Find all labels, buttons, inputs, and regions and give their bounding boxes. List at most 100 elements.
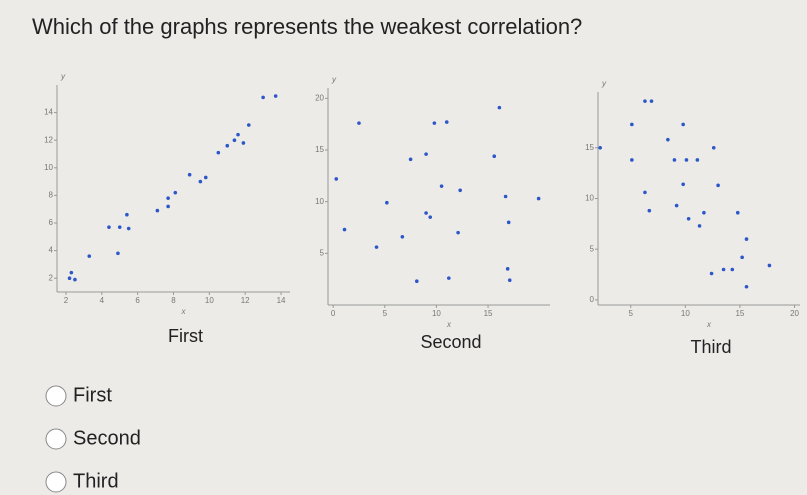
x-tick-label: 15 (735, 309, 744, 318)
x-tick-label: 15 (484, 309, 493, 318)
point (444, 120, 449, 124)
y-tick-label: 8 (49, 191, 54, 200)
point (166, 196, 170, 200)
point (432, 121, 437, 125)
x-tick-label: 4 (100, 296, 105, 305)
point (126, 226, 131, 231)
point (643, 99, 647, 103)
point (740, 255, 744, 260)
y-tick-label: 15 (585, 143, 594, 152)
option[interactable]: Third (45, 470, 119, 493)
y-tick-label: 4 (49, 246, 54, 255)
x-tick-label: 0 (331, 309, 336, 318)
point (203, 175, 208, 180)
y-tick-label: 2 (49, 273, 54, 282)
x-axis-label: x (181, 307, 187, 316)
point (744, 237, 749, 241)
point (735, 210, 740, 215)
y-tick-label: 14 (44, 108, 53, 117)
point (767, 263, 772, 268)
point (702, 210, 706, 215)
point (424, 211, 428, 215)
y-tick-label: 20 (315, 93, 324, 102)
point (67, 276, 72, 281)
point (647, 208, 652, 213)
option[interactable]: First (45, 384, 112, 407)
y-tick-label: 5 (320, 248, 325, 257)
point (643, 190, 647, 195)
y-tick-label: 0 (590, 295, 595, 304)
point (684, 158, 689, 162)
point (666, 137, 670, 142)
point (709, 271, 714, 276)
y-tick-label: 10 (315, 197, 324, 206)
point (598, 145, 602, 150)
point (73, 277, 77, 282)
option-label[interactable]: First (73, 384, 112, 406)
point (447, 276, 451, 280)
point (374, 245, 379, 249)
point (497, 105, 502, 110)
point (507, 278, 512, 283)
chart-title: Third (690, 337, 731, 357)
option[interactable]: Second (45, 427, 141, 450)
y-tick-label: 15 (315, 145, 324, 154)
point (672, 158, 677, 162)
point (246, 123, 251, 127)
x-tick-label: 6 (135, 296, 140, 305)
point (357, 121, 361, 125)
point (334, 177, 339, 181)
point (721, 267, 726, 272)
y-tick-label: 10 (585, 194, 594, 203)
point (155, 208, 160, 213)
x-tick-label: 5 (383, 309, 388, 318)
option-label[interactable]: Second (73, 427, 141, 449)
radio[interactable] (45, 471, 67, 493)
chart-title: First (168, 326, 203, 346)
point (236, 132, 240, 137)
x-tick-label: 8 (171, 296, 176, 305)
point (503, 194, 508, 199)
point (505, 267, 510, 271)
y-tick-label: 6 (49, 218, 54, 227)
point (630, 122, 634, 127)
point (492, 154, 497, 158)
point (681, 122, 685, 127)
point (716, 183, 720, 188)
point (695, 158, 700, 162)
point (69, 270, 74, 275)
radio[interactable] (45, 385, 67, 407)
point (630, 158, 634, 162)
point (408, 157, 413, 162)
point (674, 203, 679, 208)
radio[interactable] (45, 428, 67, 450)
point (428, 215, 433, 219)
point (125, 212, 129, 217)
point (385, 200, 389, 205)
point (458, 188, 462, 193)
point (686, 216, 691, 221)
x-tick-label: 12 (241, 296, 250, 305)
x-tick-label: 20 (790, 309, 799, 318)
point (173, 190, 178, 195)
option-label[interactable]: Third (73, 470, 119, 492)
point (241, 141, 246, 145)
point (439, 184, 444, 188)
point (536, 196, 541, 201)
y-axis-label: y (331, 75, 337, 84)
y-tick-label: 10 (44, 163, 53, 172)
point (273, 94, 278, 98)
point (232, 138, 237, 142)
point (107, 225, 111, 229)
point (116, 251, 120, 256)
point (187, 172, 192, 177)
question: Which of the graphs represents the weake… (32, 14, 582, 39)
point (649, 99, 654, 103)
point (681, 182, 685, 187)
point (261, 95, 265, 100)
x-tick-label: 2 (64, 296, 69, 305)
point (744, 284, 749, 289)
y-tick-label: 5 (590, 244, 595, 253)
point (225, 143, 230, 148)
